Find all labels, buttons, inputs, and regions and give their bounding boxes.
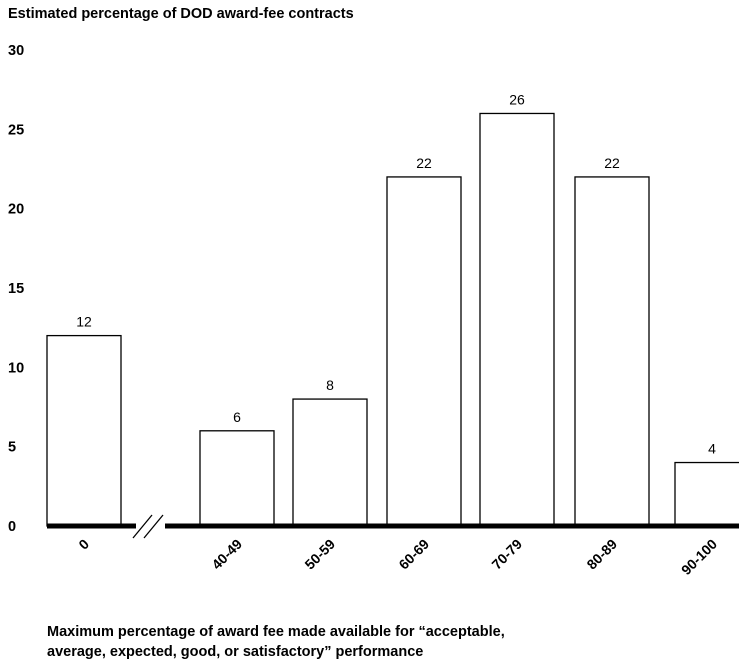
y-tick-label: 15: [8, 281, 24, 297]
x-tick-label: 50-59: [301, 536, 338, 573]
x-tick-label: 90-100: [678, 536, 720, 578]
chart-title: Estimated percentage of DOD award-fee co…: [8, 6, 354, 22]
bar-data-label: 12: [76, 314, 92, 330]
x-tick-label: 60-69: [395, 536, 432, 573]
bar-data-label: 4: [708, 441, 716, 457]
x-axis-label-line-2: average, expected, good, or satisfactory…: [47, 644, 424, 660]
y-tick-label: 10: [8, 360, 24, 376]
y-tick-label: 25: [8, 122, 24, 138]
y-tick-label: 20: [8, 202, 24, 218]
x-tick-label: 70-79: [488, 536, 525, 573]
y-tick-label: 5: [8, 440, 16, 456]
bar: [674, 461, 739, 527]
y-tick-label: 0: [8, 519, 16, 535]
x-tick-label: 0: [75, 536, 92, 553]
bar: [292, 398, 368, 527]
bar-data-label: 22: [416, 155, 432, 171]
bar: [479, 112, 555, 527]
bar-data-label: 6: [233, 409, 241, 425]
x-axis-label: Maximum percentage of award fee made ava…: [47, 622, 727, 662]
bar-data-label: 22: [604, 155, 620, 171]
bar: [574, 176, 650, 527]
axis-break-mark: [132, 514, 153, 539]
bar-data-label: 8: [326, 377, 334, 393]
axis-break-mark: [143, 514, 164, 539]
bar-data-label: 26: [509, 91, 525, 107]
bar: [46, 334, 122, 527]
y-tick-label: 30: [8, 43, 24, 59]
bar: [199, 430, 275, 527]
bar: [386, 176, 462, 527]
x-tick-label: 80-89: [583, 536, 620, 573]
x-axis-label-line-1: Maximum percentage of award fee made ava…: [47, 624, 505, 640]
x-tick-label: 40-49: [208, 536, 245, 573]
